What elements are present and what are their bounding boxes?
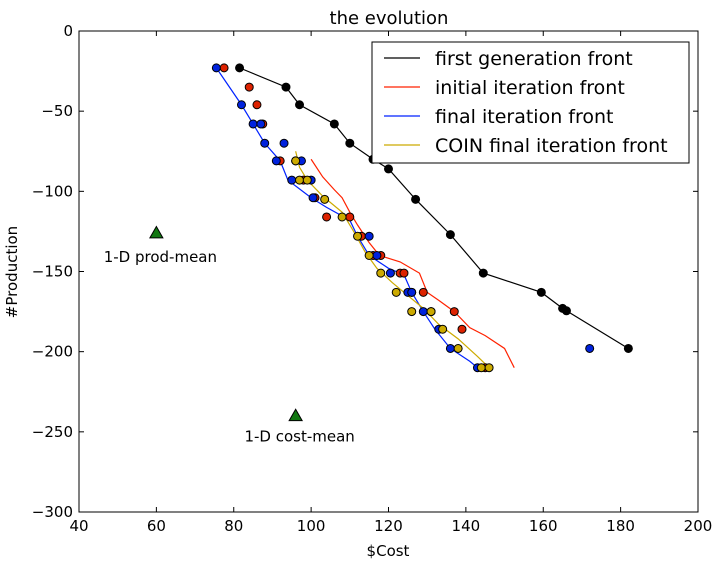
x-tick-label: 40 bbox=[69, 517, 88, 535]
legend: first generation front initial iteration … bbox=[371, 41, 690, 164]
x-axis-label: $Cost bbox=[367, 542, 410, 560]
series-point-1 bbox=[418, 287, 428, 297]
series-point-0 bbox=[561, 306, 571, 316]
axis-ticks: 40 60 80 100 120 140 160 180 200 0 −50 −100 −150 −200… bbox=[32, 22, 713, 535]
series-point-3 bbox=[295, 175, 305, 185]
series-point-2 bbox=[385, 268, 395, 278]
x-tick-label: 80 bbox=[224, 517, 243, 535]
series-line-3 bbox=[295, 151, 490, 369]
y-tick-label: 0 bbox=[63, 22, 73, 40]
series-point-2 bbox=[248, 119, 258, 129]
x-tick-label: 160 bbox=[529, 517, 558, 535]
series-point-0 bbox=[623, 343, 633, 353]
series-point-2 bbox=[372, 250, 382, 260]
legend-box bbox=[371, 41, 690, 164]
y-tick-label: −200 bbox=[32, 343, 73, 361]
series-line-1 bbox=[310, 158, 515, 368]
x-tick-label: 180 bbox=[606, 517, 635, 535]
series-point-3 bbox=[407, 307, 417, 317]
series-point-2 bbox=[445, 343, 455, 353]
series-point-2 bbox=[418, 307, 428, 317]
x-tick-label: 140 bbox=[452, 517, 481, 535]
series-point-1 bbox=[399, 268, 409, 278]
series-point-2 bbox=[260, 138, 270, 148]
series-point-2 bbox=[256, 119, 266, 129]
series-point-0 bbox=[384, 164, 393, 174]
series-point-3 bbox=[302, 175, 312, 185]
series-point-0 bbox=[235, 63, 245, 73]
series-point-2 bbox=[585, 343, 595, 353]
legend-label-3: COIN final iteration front bbox=[435, 135, 668, 157]
series-point-1 bbox=[457, 324, 467, 334]
series-point-3 bbox=[353, 231, 363, 241]
series-point-3 bbox=[391, 287, 401, 297]
legend-label-2: final iteration front bbox=[435, 106, 613, 128]
series-point-3 bbox=[438, 324, 448, 334]
series-point-2 bbox=[364, 231, 374, 241]
series-point-3 bbox=[337, 212, 347, 222]
series-point-0 bbox=[345, 138, 355, 148]
triangle-marker bbox=[149, 225, 164, 239]
series-point-2 bbox=[271, 156, 281, 166]
x-tick-label: 120 bbox=[374, 517, 403, 535]
series-point-3 bbox=[376, 268, 386, 278]
series-point-1 bbox=[252, 100, 262, 110]
series-point-0 bbox=[329, 119, 339, 129]
series-point-0 bbox=[445, 230, 455, 240]
series-point-2 bbox=[287, 175, 297, 185]
series-point-3 bbox=[426, 307, 436, 317]
series-point-1 bbox=[345, 212, 355, 222]
series-point-3 bbox=[484, 363, 494, 373]
y-tick-label: −300 bbox=[32, 503, 73, 521]
y-tick-label: −250 bbox=[32, 423, 73, 441]
series-point-2 bbox=[236, 100, 246, 110]
series-point-3 bbox=[476, 363, 486, 373]
y-tick-label: −50 bbox=[41, 102, 73, 120]
legend-label-1: initial iteration front bbox=[435, 77, 625, 99]
y-tick-label: −150 bbox=[32, 263, 73, 281]
y-axis-label: #Production bbox=[3, 226, 21, 318]
x-tick-label: 100 bbox=[297, 517, 326, 535]
series-point-0 bbox=[478, 268, 488, 278]
series-point-3 bbox=[453, 343, 463, 353]
series-point-2 bbox=[279, 138, 289, 148]
chart-title: the evolution bbox=[330, 8, 449, 29]
series-point-1 bbox=[322, 212, 332, 222]
x-tick-label: 200 bbox=[684, 517, 713, 535]
y-tick-label: −100 bbox=[32, 182, 73, 200]
series-point-0 bbox=[536, 287, 546, 297]
triangle-marker bbox=[288, 408, 304, 422]
series-point-3 bbox=[291, 156, 301, 166]
series-point-0 bbox=[411, 194, 421, 204]
annotation: 1-D cost-mean bbox=[244, 428, 354, 446]
series-point-1 bbox=[244, 82, 254, 92]
plot-area: 1-D prod-mean 1-D cost-mean bbox=[104, 63, 633, 446]
series-point-0 bbox=[281, 82, 291, 92]
series-point-1 bbox=[449, 307, 459, 317]
legend-label-0: first generation front bbox=[435, 48, 633, 70]
series-point-1 bbox=[219, 63, 229, 73]
series-point-3 bbox=[320, 194, 330, 204]
x-tick-label: 60 bbox=[147, 517, 166, 535]
series-point-2 bbox=[211, 63, 221, 73]
series-point-0 bbox=[295, 100, 305, 110]
series-point-2 bbox=[407, 287, 417, 297]
series-point-3 bbox=[364, 250, 374, 260]
annotation: 1-D prod-mean bbox=[104, 248, 217, 266]
series-point-2 bbox=[308, 193, 318, 203]
